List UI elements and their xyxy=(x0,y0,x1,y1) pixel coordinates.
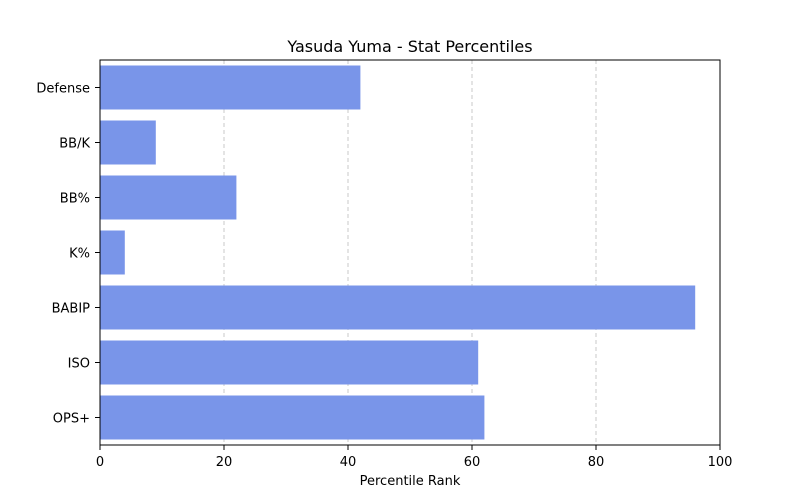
x-tick-label-20: 20 xyxy=(216,455,233,470)
y-tick-label-bb-k: BB/K xyxy=(59,137,90,152)
bar-defense xyxy=(100,65,361,110)
x-tick-label-100: 100 xyxy=(708,455,733,470)
x-tick-label-80: 80 xyxy=(588,455,605,470)
bar-k xyxy=(100,230,125,275)
gridlines xyxy=(223,60,597,445)
bar-bb xyxy=(100,175,237,220)
bar-ops xyxy=(100,395,485,440)
bar-bb-k xyxy=(100,120,156,165)
bar-iso xyxy=(100,340,479,385)
y-tick-label-defense: Defense xyxy=(36,82,90,97)
x-tick-label-0: 0 xyxy=(96,455,104,470)
x-tick-label-60: 60 xyxy=(464,455,481,470)
y-tick-label-bb: BB% xyxy=(60,192,90,207)
y-tick-label-babip: BABIP xyxy=(52,302,91,317)
x-axis-label: Percentile Rank xyxy=(360,474,461,489)
y-axis-ticks: Defense BB/K BB% K% BABIP ISO OPS+ xyxy=(36,82,100,427)
x-axis-ticks: 0 20 40 60 80 100 xyxy=(96,445,733,470)
chart-title: Yasuda Yuma - Stat Percentiles xyxy=(286,37,532,56)
x-tick-label-40: 40 xyxy=(340,455,357,470)
bars xyxy=(100,65,696,440)
y-tick-label-iso: ISO xyxy=(68,357,90,372)
bar-babip xyxy=(100,285,696,330)
y-tick-label-ops: OPS+ xyxy=(53,412,90,427)
y-tick-label-k: K% xyxy=(69,247,90,262)
